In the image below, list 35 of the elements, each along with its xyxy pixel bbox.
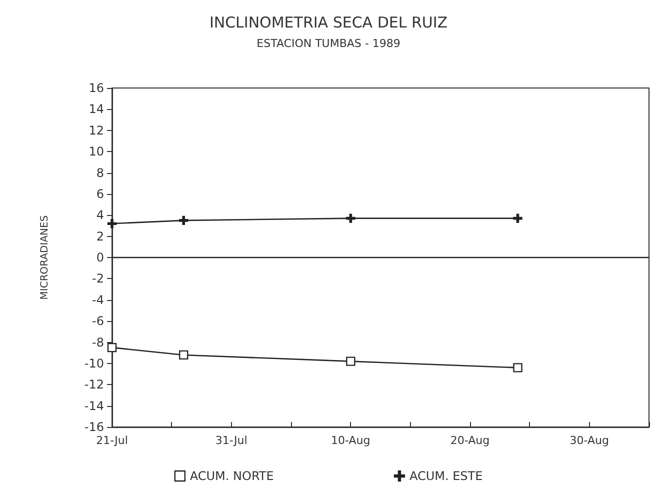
point <box>513 363 522 372</box>
y-tick-label: 4 <box>96 208 104 222</box>
point <box>179 350 188 360</box>
x-tick-label: 31-Jul <box>215 434 248 447</box>
y-tick-label: -4 <box>92 292 104 307</box>
y-tick-label: -6 <box>92 314 104 328</box>
chart-subtitle: ESTACION TUMBAS - 1989 <box>256 37 400 50</box>
y-tick-label: -16 <box>84 420 104 434</box>
y-tick-label: 14 <box>88 102 104 116</box>
point <box>107 219 117 228</box>
y-tick-label: 12 <box>88 123 104 138</box>
x-tick-label: 10-Aug <box>331 434 370 447</box>
y-tick-label: -8 <box>92 335 104 350</box>
y-tick-label: 0 <box>96 250 104 264</box>
legend-label: ACUM. ESTE <box>409 469 483 483</box>
point <box>513 214 522 223</box>
x-tick-label: 21-Jul <box>96 434 128 447</box>
x-tick-label: 20-Aug <box>450 434 490 447</box>
y-tick-label: 8 <box>96 166 104 180</box>
y-tick-label: 16 <box>88 81 104 95</box>
point <box>107 342 117 352</box>
y-tick-label: 10 <box>88 144 104 159</box>
point <box>346 356 356 366</box>
y-tick-label: 6 <box>96 186 104 201</box>
legend-label: ACUM. NORTE <box>190 469 274 483</box>
y-tick-label: -2 <box>92 272 104 286</box>
point <box>346 214 356 223</box>
y-tick-label: -12 <box>84 378 104 392</box>
x-tick-label: 30-Aug <box>570 434 609 447</box>
y-tick-label: 2 <box>96 229 104 244</box>
point <box>179 216 188 226</box>
chart-title: INCLINOMETRIA SECA DEL RUIZ <box>209 14 448 32</box>
y-axis-title: MICRORADIANES <box>40 215 50 300</box>
y-tick-label: -14 <box>84 398 104 413</box>
y-tick-label: -10 <box>84 356 104 370</box>
